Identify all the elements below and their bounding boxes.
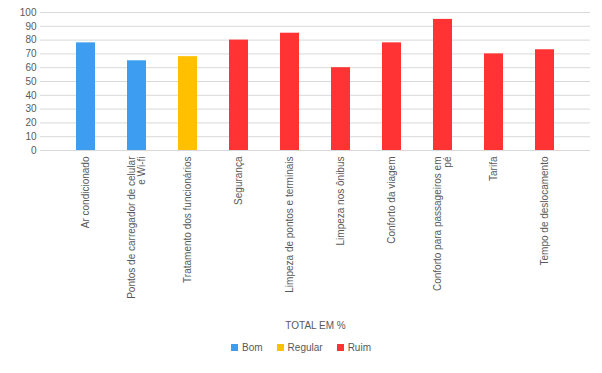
svg-text:Limpeza nos ônibus: Limpeza nos ônibus <box>335 157 346 246</box>
html-text:Ruim: Ruim <box>347 342 371 353</box>
svg-text:Segurança: Segurança <box>233 156 244 205</box>
svg-text:90: 90 <box>25 21 37 32</box>
svg-text:Limpeza de pontos e terminais: Limpeza de pontos e terminais <box>284 157 295 293</box>
svg-text:Ar condicionado: Ar condicionado <box>80 156 91 228</box>
svg-text:Conforto da viagem: Conforto da viagem <box>386 157 397 244</box>
svg-text:TOTAL EM %: TOTAL EM % <box>285 320 345 331</box>
svg-text:70: 70 <box>25 48 37 59</box>
svg-text:0: 0 <box>31 145 37 156</box>
svg-text:Tempo de deslocamento: Tempo de deslocamento <box>539 156 550 265</box>
svg-text:80: 80 <box>25 34 37 45</box>
svg-text:20: 20 <box>25 117 37 128</box>
svg-text:100: 100 <box>20 7 37 18</box>
svg-text:Tarifa: Tarifa <box>488 156 499 181</box>
svg-text:10: 10 <box>25 131 37 142</box>
html-text:Regular: Regular <box>287 342 323 353</box>
html-text:Bom: Bom <box>242 342 263 353</box>
svg-text:Conforto para passageiros empé: Conforto para passageiros empé <box>432 156 453 291</box>
svg-text:Pontos de carregador de celula: Pontos de carregador de celulare Wi-fi <box>126 156 147 299</box>
svg-text:60: 60 <box>25 62 37 73</box>
svg-text:50: 50 <box>25 76 37 87</box>
svg-text:Tratamento dos funcionários: Tratamento dos funcionários <box>182 157 193 283</box>
svg-text:40: 40 <box>25 90 37 101</box>
svg-text:30: 30 <box>25 103 37 114</box>
